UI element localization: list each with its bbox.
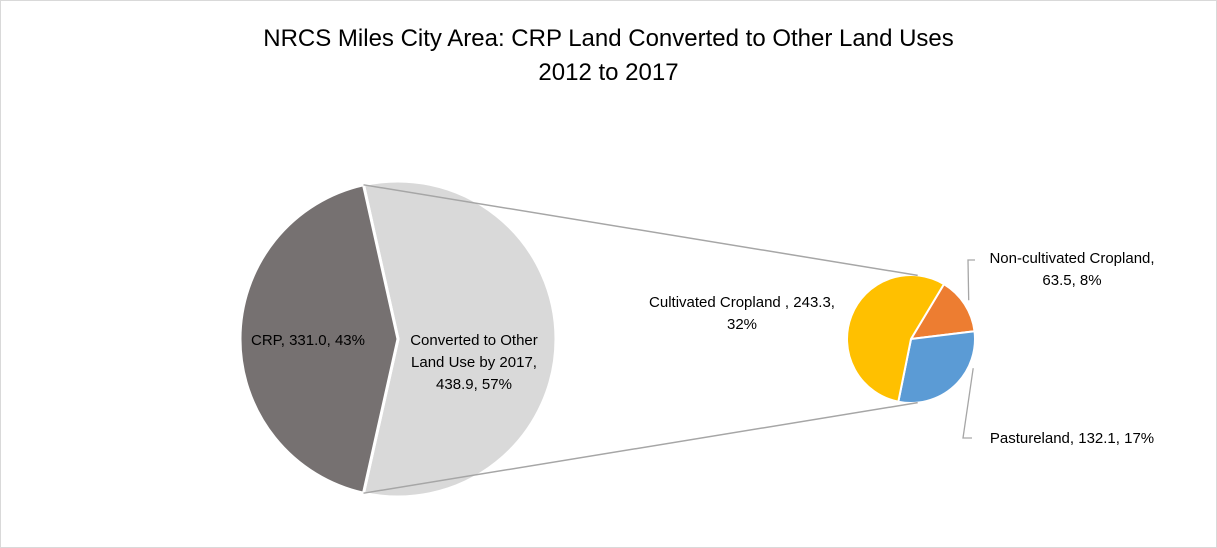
noncult-label-line-1: Non-cultivated Cropland, bbox=[989, 250, 1154, 267]
converted-label-line-1: Converted to Other bbox=[410, 332, 538, 349]
slice-crp bbox=[238, 183, 400, 495]
converted-label-line-2: Land Use by 2017, bbox=[411, 354, 537, 371]
slice-converted bbox=[361, 179, 558, 499]
chart-title-line-2: 2012 to 2017 bbox=[538, 59, 679, 86]
converted-label-line-3: 438.9, 57% bbox=[436, 376, 512, 393]
chart-title-line-1: NRCS Miles City Area: CRP Land Converted… bbox=[263, 25, 954, 52]
chart-title: NRCS Miles City Area: CRP Land Converted… bbox=[0, 22, 1217, 90]
slice-pasture bbox=[897, 330, 976, 404]
leader-line-pasture bbox=[962, 368, 974, 439]
connector-line-top bbox=[363, 184, 918, 277]
cultivated-label-line-2: 32% bbox=[727, 316, 757, 333]
connector-line-bottom bbox=[363, 401, 918, 494]
slice-noncult bbox=[909, 282, 976, 341]
crp-label-line-1: CRP, 331.0, 43% bbox=[251, 332, 365, 349]
pasture-label-line-1: Pastureland, 132.1, 17% bbox=[990, 430, 1154, 447]
noncult-label-line-2: 63.5, 8% bbox=[1042, 272, 1101, 289]
leader-line-noncult bbox=[967, 259, 975, 301]
cultivated-label-line-1: Cultivated Cropland , 243.3, bbox=[649, 294, 835, 311]
